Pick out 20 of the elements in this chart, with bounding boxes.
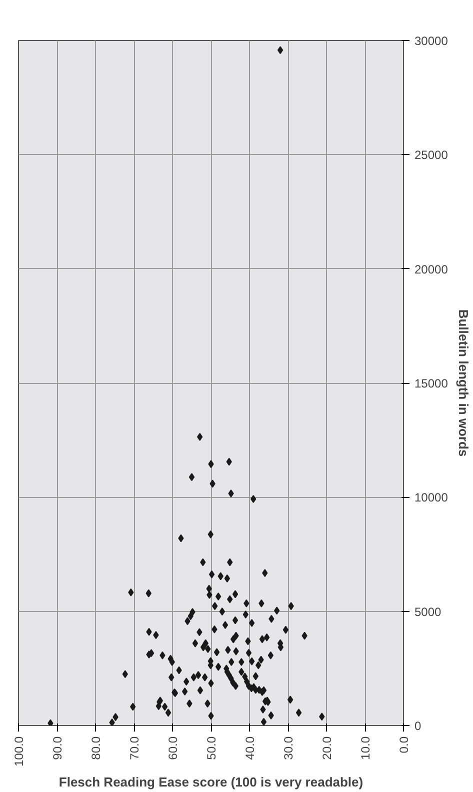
x-tick-label: 90.0 — [50, 736, 64, 760]
x-tick-label: 0.0 — [397, 736, 411, 754]
x-tick-label: 80.0 — [89, 736, 103, 760]
x-tick-label: 70.0 — [128, 736, 142, 760]
x-tick-label: 10.0 — [358, 736, 372, 760]
y-tick-label: 15000 — [414, 376, 448, 390]
x-tick-label: 30.0 — [282, 736, 296, 760]
x-tick-label: 50.0 — [204, 736, 218, 760]
y-tick-label: 5000 — [414, 604, 442, 619]
y-tick-label: 25000 — [414, 148, 448, 162]
x-tick-label: 40.0 — [243, 736, 257, 760]
x-tick-label: 100.0 — [12, 736, 26, 767]
y-axis-title: Bulletin length in words — [456, 309, 471, 457]
y-tick-label: 0 — [414, 719, 422, 733]
x-tick-label: 20.0 — [320, 736, 334, 760]
x-tick-label: 60.0 — [166, 736, 180, 760]
y-tick-label: 30000 — [414, 34, 448, 48]
x-axis-title: Flesch Reading Ease score (100 is very readable) — [58, 774, 364, 790]
y-tick-label: 20000 — [414, 262, 448, 276]
y-tick-label: 10000 — [414, 490, 448, 505]
